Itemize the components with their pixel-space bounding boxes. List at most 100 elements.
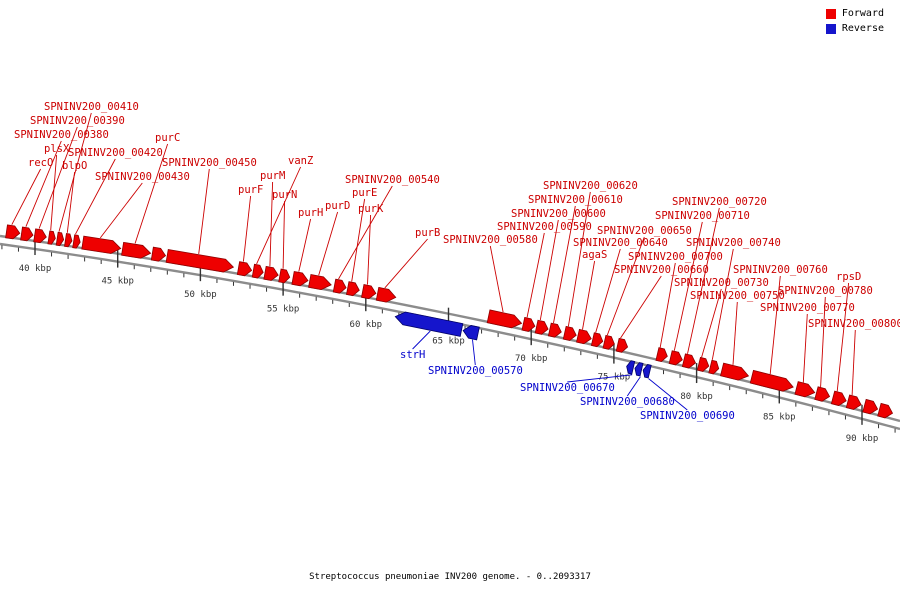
gene-label-blpO[interactable]: blpO [62,160,87,172]
gene-arrow-SPNINV200_00800[interactable] [845,394,862,411]
gene-arrow-SPNINV200_00430[interactable] [81,235,122,255]
gene-label-SPNINV200_00390[interactable]: SPNINV200_00390 [30,115,125,127]
leader-line [659,262,676,348]
gene-label-SPNINV200_00680[interactable]: SPNINV200_00680 [580,396,675,408]
gene-arrow-strH[interactable] [394,310,464,337]
gene-arrow-SPNINV200_00750[interactable] [720,362,751,382]
gene-arrow-purM[interactable] [263,265,279,281]
gene-arrow-blpO[interactable] [64,233,73,248]
gene-label-strH[interactable]: strH [400,349,425,361]
gene-label-SPNINV200_00770[interactable]: SPNINV200_00770 [760,302,855,314]
gene-arrow-SPNINV200_00540[interactable] [332,278,347,294]
gene-label-SPNINV200_00590[interactable]: SPNINV200_00590 [497,221,592,233]
gene-label-purC[interactable]: purC [155,132,180,144]
gene-label-purB[interactable]: purB [415,227,440,239]
gene-arrow-SPNINV200_00760[interactable] [749,369,794,393]
gene-label-SPNINV200_00780[interactable]: SPNINV200_00780 [778,285,873,297]
gene-label-purF[interactable]: purF [238,184,263,196]
gene-label-SPNINV200_00690[interactable]: SPNINV200_00690 [640,410,735,422]
gene-arrow-unlabeled[interactable] [877,402,894,419]
gene-label-SPNINV200_00760[interactable]: SPNINV200_00760 [733,264,828,276]
leader-line [595,248,621,333]
gene-arrow-purN[interactable] [278,268,291,284]
gene-label-SPNINV200_00720[interactable]: SPNINV200_00720 [672,196,767,208]
gene-label-SPNINV200_00450[interactable]: SPNINV200_00450 [162,157,257,169]
gene-arrow-SPNINV200_00720[interactable] [681,353,697,369]
gene-label-purH[interactable]: purH [298,207,323,219]
gene-label-SPNINV200_00620[interactable]: SPNINV200_00620 [543,180,638,192]
gene-arrow-SPNINV200_00710[interactable] [668,350,684,366]
gene-label-purM[interactable]: purM [260,170,285,182]
gene-arrow-recO[interactable] [5,224,21,240]
gene-arrow-SPNINV200_00740[interactable] [708,359,720,375]
gene-arrow-SPNINV200_00410[interactable] [55,231,65,247]
gene-arrow-SPNINV200_00660[interactable] [615,337,629,353]
gene-label-SPNINV200_00540[interactable]: SPNINV200_00540 [345,174,440,186]
gene-arrow-SPNINV200_00700[interactable] [655,347,669,363]
gene-label-SPNINV200_00420[interactable]: SPNINV200_00420 [68,147,163,159]
gene-arrow-SPNINV200_00590[interactable] [521,316,536,332]
gene-arrow-SPNINV200_00620[interactable] [562,325,577,341]
gene-label-SPNINV200_00570[interactable]: SPNINV200_00570 [428,365,523,377]
gene-arrow-SPNINV200_00390[interactable] [33,228,48,244]
gene-label-SPNINV200_00580[interactable]: SPNINV200_00580 [443,234,538,246]
gene-label-SPNINV200_00610[interactable]: SPNINV200_00610 [528,194,623,206]
gene-arrow-purK[interactable] [361,284,377,300]
gene-arrow-purF[interactable] [236,261,253,277]
gene-arrow-SPNINV200_00380[interactable] [20,226,34,242]
gene-arrow-purH[interactable] [291,271,309,287]
leader-line [412,330,431,350]
gene-label-SPNINV200_00640[interactable]: SPNINV200_00640 [573,237,668,249]
gene-label-SPNINV200_00660[interactable]: SPNINV200_00660 [614,264,709,276]
gene-label-SPNINV200_00710[interactable]: SPNINV200_00710 [655,210,750,222]
leader-line [582,260,596,330]
gene-arrow-SPNINV200_00450[interactable] [165,249,235,274]
gene-arrow-SPNINV200_00580[interactable] [486,309,523,330]
gene-arrow-purB[interactable] [375,286,397,303]
gene-label-SPNINV200_00380[interactable]: SPNINV200_00380 [14,129,109,141]
leader-line [318,211,339,276]
gene-arrow-SPNINV200_00780[interactable] [814,386,831,403]
gene-arrow-purD[interactable] [308,274,333,291]
gene-label-purE[interactable]: purE [352,187,377,199]
gene-arrow-unlabeled[interactable] [862,398,879,415]
leader-line [50,154,58,231]
gene-label-SPNINV200_00740[interactable]: SPNINV200_00740 [686,237,781,249]
gene-arrow-purE[interactable] [346,281,360,297]
gene-arrow-SPNINV200_00610[interactable] [547,322,562,338]
gene-label-purN[interactable]: purN [272,189,297,201]
gene-arrow-SPNINV200_00650[interactable] [602,334,616,350]
gene-arrow-SPNINV200_00690[interactable] [642,364,652,379]
gene-arrow-purC[interactable] [121,241,152,259]
gene-arrow-SPNINV200_00420[interactable] [72,234,81,249]
gene-arrow-SPNINV200_00640[interactable] [590,332,604,348]
gene-arrow-rpsD[interactable] [830,390,847,407]
gene-label-rpsD[interactable]: rpsD [836,271,861,283]
gene-label-vanZ[interactable]: vanZ [288,155,313,167]
gene-arrow-SPNINV200_00680[interactable] [633,362,644,377]
gene-label-purD[interactable]: purD [325,200,350,212]
gene-label-SPNINV200_00600[interactable]: SPNINV200_00600 [511,208,606,220]
leader-line [384,238,428,289]
gene-arrow-SPNINV200_00600[interactable] [534,319,549,335]
gene-label-recO[interactable]: recO [28,157,53,169]
gene-label-SPNINV200_00650[interactable]: SPNINV200_00650 [597,225,692,237]
gene-label-agaS[interactable]: agaS [582,249,607,261]
gene-arrow-unlabeled[interactable] [150,246,167,262]
gene-arrow-SPNINV200_00570[interactable] [462,324,480,341]
gene-arrow-plsX[interactable] [47,230,56,245]
gene-arrow-SPNINV200_00670[interactable] [625,360,636,375]
gene-label-SPNINV200_00800[interactable]: SPNINV200_00800 [808,318,900,330]
gene-arrow-agaS[interactable] [576,328,593,345]
gene-label-SPNINV200_00730[interactable]: SPNINV200_00730 [674,277,769,289]
gene-arrow-SPNINV200_00770[interactable] [794,381,816,399]
gene-label-SPNINV200_00410[interactable]: SPNINV200_00410 [44,101,139,113]
gene-arrow-vanZ[interactable] [251,263,264,279]
gene-label-purK[interactable]: purK [358,203,384,215]
gene-label-SPNINV200_00700[interactable]: SPNINV200_00700 [628,251,723,263]
gene-label-SPNINV200_00750[interactable]: SPNINV200_00750 [690,290,785,302]
gene-label-SPNINV200_00430[interactable]: SPNINV200_00430 [95,171,190,183]
gene-label-plsX[interactable]: plsX [44,143,70,155]
gene-arrow-SPNINV200_00730[interactable] [696,356,710,372]
gene-label-SPNINV200_00670[interactable]: SPNINV200_00670 [520,382,615,394]
